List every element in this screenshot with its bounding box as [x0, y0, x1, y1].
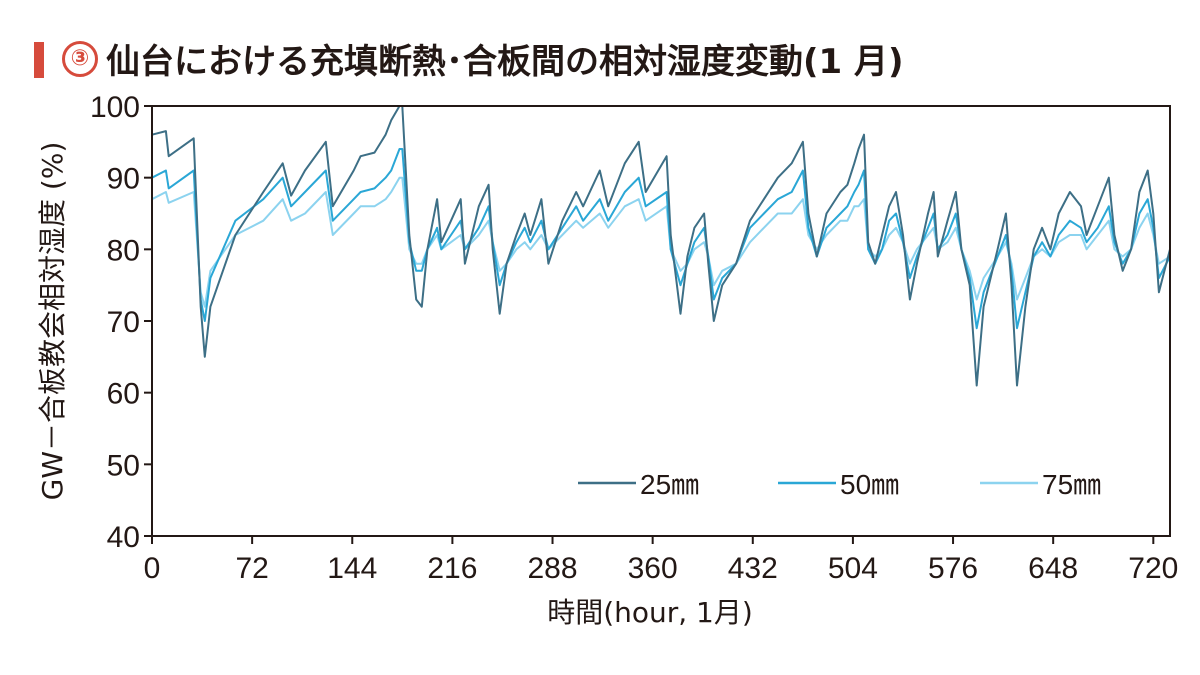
y-tick-label: 70: [107, 306, 140, 339]
x-axis-label: 時間(hour, 1月): [547, 596, 753, 629]
series-line-3: [151, 176, 1171, 308]
x-tick-label: 72: [235, 552, 268, 585]
y-tick-label: 90: [107, 163, 140, 196]
x-tick-label: 0: [144, 552, 161, 585]
legend-label-2: 50㎜: [840, 469, 899, 500]
x-tick-label: 504: [828, 552, 878, 585]
series-line-1: [151, 105, 1171, 387]
y-axis-label: GW－合板教会相対湿度 (%): [36, 142, 69, 501]
legend: 25㎜ 50㎜ 75㎜: [578, 469, 1101, 500]
x-tick-label: 360: [628, 552, 678, 585]
axis-ticks: 0 72 144 216 288 360 432 504 576 648 720 40 50 60 70 80…: [90, 91, 1178, 585]
title-number-marker: ③: [62, 40, 98, 77]
chart-title: ③ 仙台における充填断熱･合板間の相対湿度変動(1 月): [62, 34, 904, 83]
y-tick-label: 100: [90, 91, 140, 124]
x-tick-label: 144: [327, 552, 377, 585]
y-tick-label: 50: [107, 449, 140, 482]
x-tick-label: 576: [928, 552, 978, 585]
y-tick-label: 40: [107, 521, 140, 554]
series-line-2: [151, 148, 1171, 330]
y-tick-label: 60: [107, 378, 140, 411]
y-tick-label: 80: [107, 234, 140, 267]
title-text: 仙台における充填断熱･合板間の相対湿度変動(1 月): [106, 42, 904, 82]
legend-label-1: 25㎜: [640, 469, 699, 500]
x-tick-label: 648: [1028, 552, 1078, 585]
x-tick-label: 288: [527, 552, 577, 585]
plot-lines: [151, 105, 1171, 387]
x-tick-label: 432: [728, 552, 778, 585]
legend-label-3: 75㎜: [1042, 469, 1101, 500]
title-accent-bar: [34, 42, 44, 78]
x-tick-label: 720: [1128, 552, 1178, 585]
x-tick-label: 216: [427, 552, 477, 585]
